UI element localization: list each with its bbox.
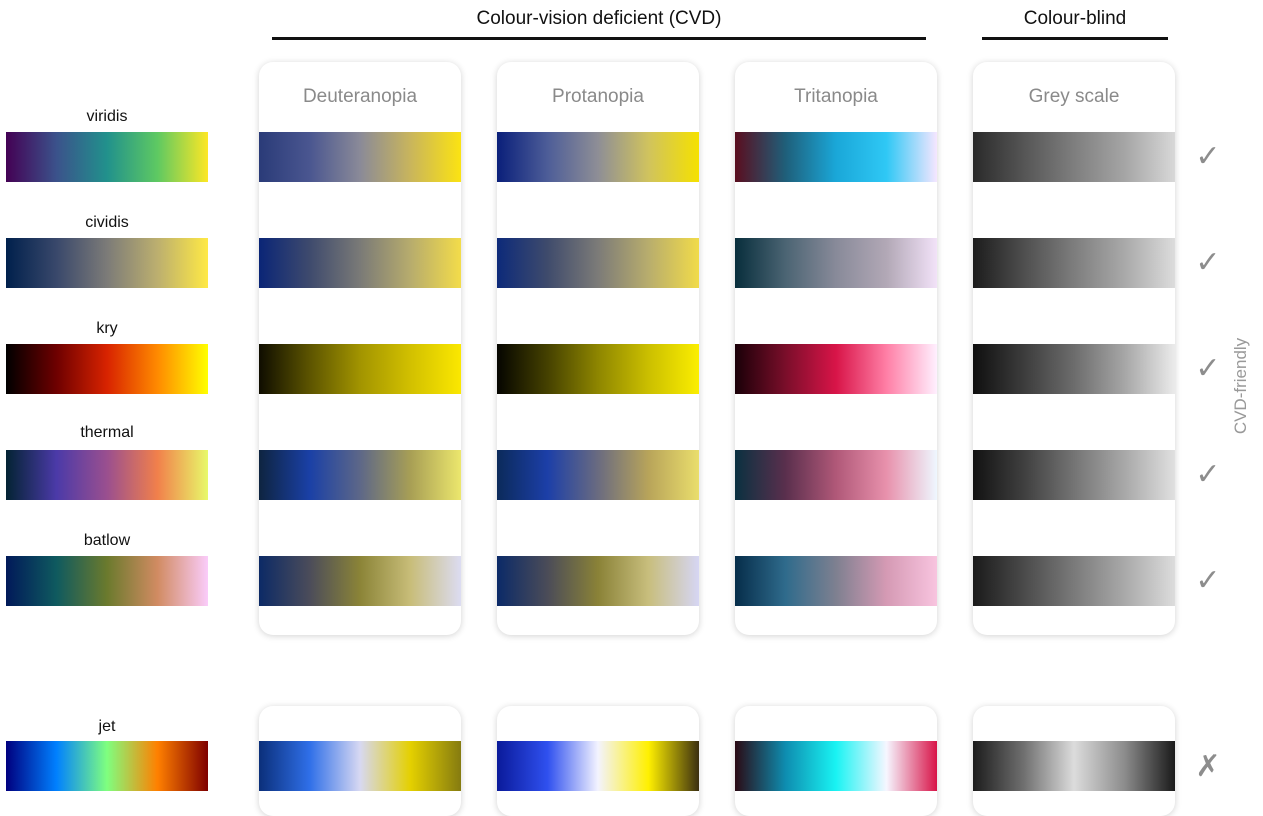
deuteranopia-bar-batlow xyxy=(259,556,461,606)
tritanopia-bar-kry xyxy=(735,344,937,394)
tritanopia-bar-cividis xyxy=(735,238,937,288)
row-label-batlow: batlow xyxy=(83,532,131,549)
colormap-bar-kry xyxy=(6,344,208,394)
tritanopia-bar-jet xyxy=(735,741,937,791)
cross-icon: ✗ xyxy=(1195,750,1221,783)
check-icon: ✓ xyxy=(1195,352,1221,385)
colour-blind-group-title: Colour-blind xyxy=(1023,8,1127,29)
colormap-bar-viridis xyxy=(6,132,208,182)
deuteranopia-bar-viridis xyxy=(259,132,461,182)
cvd-group-rule xyxy=(272,37,926,40)
colormap-bar-batlow xyxy=(6,556,208,606)
grey-scale-bar-kry xyxy=(973,344,1175,394)
deuteranopia-bar-jet xyxy=(259,741,461,791)
protanopia-bar-thermal xyxy=(497,450,699,500)
check-icon: ✓ xyxy=(1195,246,1221,279)
protanopia-bar-jet xyxy=(497,741,699,791)
protanopia-bar-cividis xyxy=(497,238,699,288)
check-icon: ✓ xyxy=(1195,458,1221,491)
row-label-thermal: thermal xyxy=(80,424,134,441)
row-label-cividis: cividis xyxy=(85,214,129,231)
cvd-friendly-label: CVD-friendly xyxy=(1231,337,1250,435)
check-icon: ✓ xyxy=(1195,564,1221,597)
colour-blind-group-rule xyxy=(982,37,1168,40)
grey-scale-bar-jet xyxy=(973,741,1175,791)
grey-scale-bar-cividis xyxy=(973,238,1175,288)
column-title-grey-scale: Grey scale xyxy=(1028,86,1120,107)
row-label-kry: kry xyxy=(96,320,118,337)
column-title-deuteranopia: Deuteranopia xyxy=(302,86,418,107)
grey-scale-bar-viridis xyxy=(973,132,1175,182)
tritanopia-bar-batlow xyxy=(735,556,937,606)
check-icon: ✓ xyxy=(1195,140,1221,173)
grey-scale-bar-thermal xyxy=(973,450,1175,500)
cvd-group-title: Colour-vision deficient (CVD) xyxy=(476,8,722,29)
column-title-protanopia: Protanopia xyxy=(552,86,644,107)
deuteranopia-bar-thermal xyxy=(259,450,461,500)
row-label-jet: jet xyxy=(98,718,116,735)
colormap-bar-thermal xyxy=(6,450,208,500)
grey-scale-bar-batlow xyxy=(973,556,1175,606)
column-title-tritanopia: Tritanopia xyxy=(794,86,878,107)
protanopia-bar-viridis xyxy=(497,132,699,182)
colormap-bar-cividis xyxy=(6,238,208,288)
protanopia-bar-batlow xyxy=(497,556,699,606)
deuteranopia-bar-kry xyxy=(259,344,461,394)
tritanopia-bar-viridis xyxy=(735,132,937,182)
deuteranopia-bar-cividis xyxy=(259,238,461,288)
row-label-viridis: viridis xyxy=(86,108,128,125)
tritanopia-bar-thermal xyxy=(735,450,937,500)
colormap-bar-jet xyxy=(6,741,208,791)
protanopia-bar-kry xyxy=(497,344,699,394)
